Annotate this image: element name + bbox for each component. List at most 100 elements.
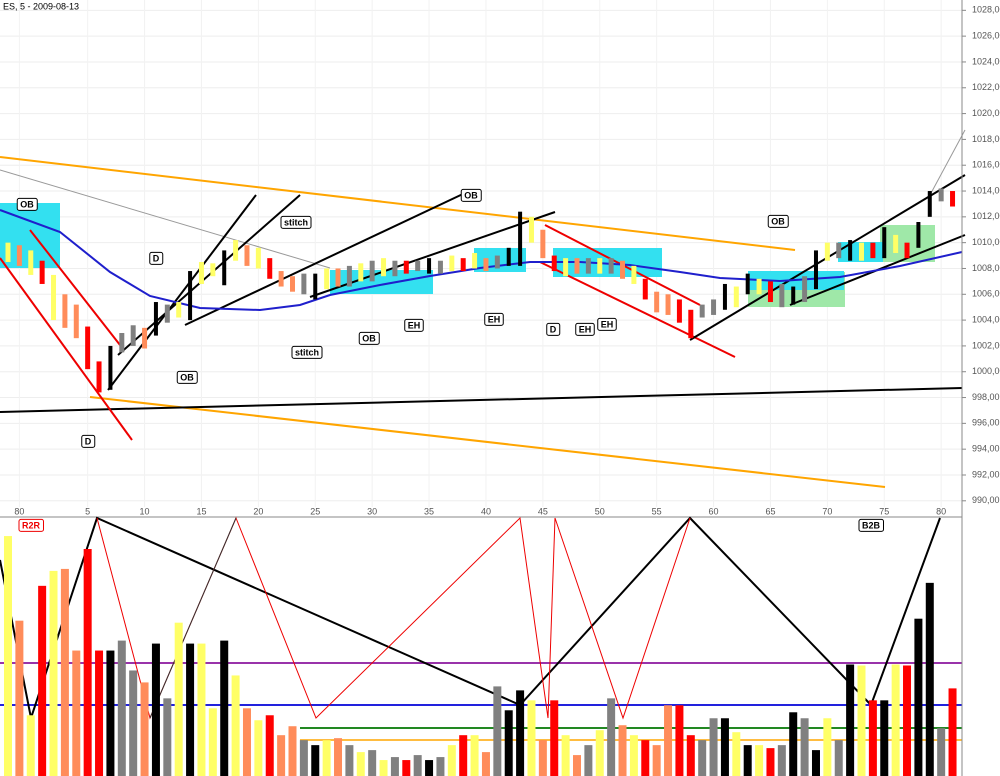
price-bar [437, 260, 443, 274]
y-tick-label: 1002,00 [972, 340, 1000, 350]
annotation: OB [20, 199, 34, 209]
volume-bar [573, 755, 581, 776]
price-bar [676, 299, 682, 323]
annotation: stitch [295, 347, 319, 357]
price-bar [346, 265, 352, 287]
volume-bar [4, 536, 12, 776]
volume-bar [95, 650, 104, 776]
volume-bar [140, 682, 149, 776]
volume-bar [447, 745, 456, 776]
price-bar [16, 245, 22, 266]
price-bar [733, 286, 739, 308]
price-bar [198, 262, 204, 284]
x-tick-label: 10 [140, 506, 150, 516]
annotation-box [767, 214, 789, 228]
drawings [0, 129, 966, 488]
volume-bar [709, 718, 718, 776]
y-tick-label: 1028,00 [972, 5, 1000, 15]
x-tick-label: 80 [936, 506, 946, 516]
volume-bar [652, 745, 661, 776]
price-bar [836, 242, 842, 259]
volume-bar [299, 740, 308, 776]
price-bar [358, 263, 364, 282]
annotation: OB [362, 333, 376, 343]
price-bar [153, 302, 158, 336]
price-bar [39, 260, 45, 284]
price-bar [164, 304, 170, 323]
y-tick-label: 998,00 [972, 392, 1000, 402]
volume-bar [743, 745, 752, 776]
volume-bar [277, 735, 286, 776]
x-tick-label: 75 [879, 506, 889, 516]
volume-bar [629, 735, 638, 776]
volume-bar [83, 549, 92, 776]
volume-bar [777, 745, 786, 776]
annotation-box [575, 322, 595, 336]
y-tick-label: 992,00 [972, 469, 1000, 479]
volume-bar [550, 700, 559, 776]
volume-bar [664, 705, 673, 776]
price-bar [518, 211, 523, 266]
price-bar [665, 294, 671, 315]
price-bar [927, 191, 932, 217]
y-tick-label: 1014,00 [972, 185, 1000, 195]
x-tick-label: 60 [709, 506, 719, 516]
annotation: EH [579, 324, 592, 334]
x-tick-label: 65 [765, 506, 775, 516]
price-bar [119, 333, 125, 353]
y-tick-label: 996,00 [972, 418, 1000, 428]
volume-bar [857, 665, 866, 776]
price-bar [335, 268, 341, 287]
channel-line [29, 229, 121, 346]
x-tick-label: 70 [822, 506, 832, 516]
price-bar [267, 258, 273, 279]
volume-bar [38, 585, 47, 776]
x-tick-label: 35 [424, 506, 434, 516]
volume-bar [459, 735, 468, 776]
annotation: EH [601, 319, 614, 329]
volume-bar [163, 698, 172, 776]
price-bar [745, 273, 750, 295]
channel-line [0, 257, 133, 441]
price-bar [415, 260, 421, 272]
price-bar [176, 302, 182, 318]
price-bar [938, 188, 944, 202]
volume-bar [288, 726, 297, 776]
volume-bar [561, 735, 570, 776]
volume-bar [470, 735, 479, 776]
volume-bar [686, 735, 695, 776]
y-tick-label: 1022,00 [972, 82, 1000, 92]
x-tick-label: 20 [253, 506, 263, 516]
volume-bar [231, 675, 240, 776]
volume-bar [425, 760, 434, 776]
y-tick-label: 1000,00 [972, 366, 1000, 376]
price-bar [381, 258, 387, 277]
price-bar [483, 258, 489, 272]
trend-line [0, 387, 963, 413]
price-bar [540, 229, 546, 259]
volume-bar [538, 740, 547, 776]
volume-bar [527, 700, 536, 776]
annotation-box [358, 331, 380, 345]
volume-bar [504, 710, 513, 776]
volume-bar [789, 712, 798, 776]
price-bar [460, 258, 466, 272]
price-bar [859, 242, 864, 261]
annotation: R2R [22, 520, 41, 530]
price-bar [779, 283, 785, 308]
volume-bar [903, 665, 912, 776]
volume-bar [720, 718, 729, 776]
annotation-box [18, 518, 44, 532]
moving-average [0, 209, 963, 312]
volume-bar [242, 708, 251, 776]
annotation-box [149, 251, 164, 265]
price-bar [585, 258, 591, 274]
price-bar [392, 260, 398, 277]
y-tick-label: 1024,00 [972, 56, 1000, 66]
volume-bar [698, 740, 707, 776]
volume-bar [595, 730, 604, 776]
fan-line [117, 194, 301, 356]
price-bar [210, 263, 216, 277]
price-bar [563, 258, 569, 277]
